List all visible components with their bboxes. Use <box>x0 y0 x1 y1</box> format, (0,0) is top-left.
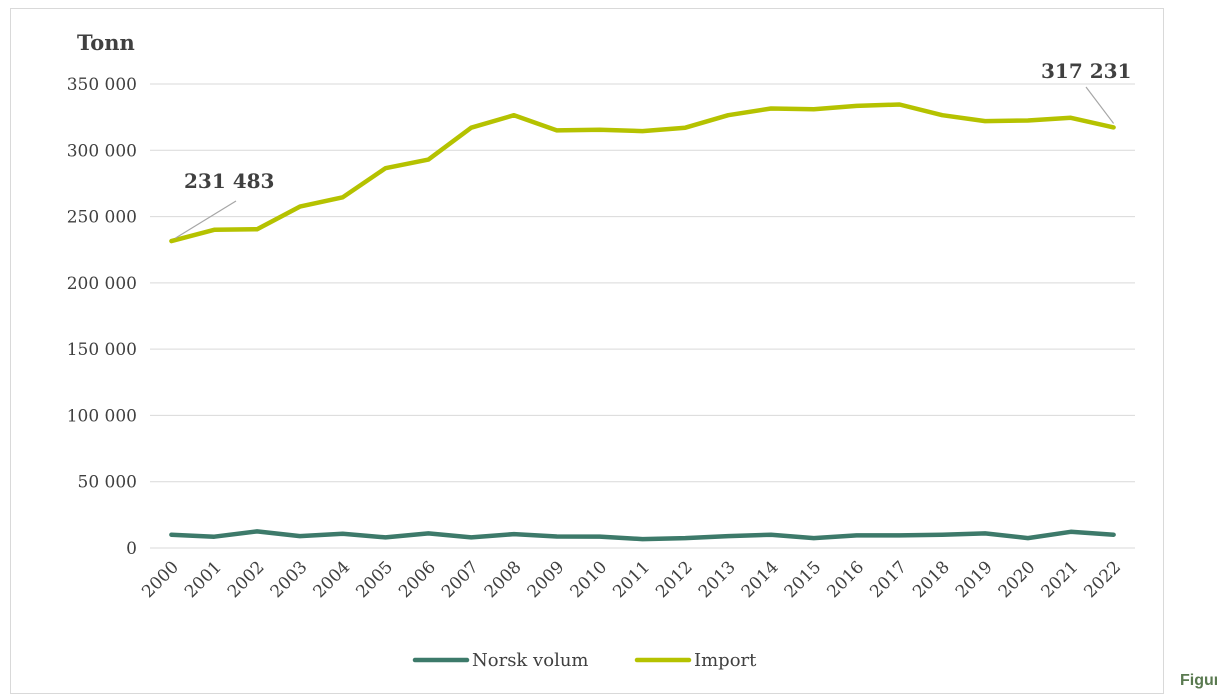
x-tick-label: 2020 <box>995 557 1040 602</box>
x-tick-label: 2004 <box>310 557 355 602</box>
legend: Norsk volum Import <box>412 650 757 671</box>
annotations: 231 483 317 231 <box>175 59 1131 239</box>
x-tick-label: 2022 <box>1080 557 1125 602</box>
x-tick-label: 2009 <box>524 557 569 602</box>
y-tick-label: 0 <box>126 539 137 559</box>
y-tick-label: 350 000 <box>67 75 137 95</box>
x-tick-label: 2003 <box>267 557 312 602</box>
series-line-norsk-volum <box>169 529 1116 542</box>
corner-caption: Figur <box>1180 672 1217 689</box>
y-axis-label: Tonn <box>77 30 135 55</box>
y-tick-label: 250 000 <box>67 208 137 228</box>
x-tick-label: 2016 <box>823 557 868 602</box>
x-tick-label: 2013 <box>695 557 740 602</box>
x-tick-label: 2017 <box>866 557 911 602</box>
x-tick-label: 2005 <box>352 557 397 602</box>
line-chart: 0 50 000 100 000 150 000 200 000 250 000 300 0… <box>67 30 1135 671</box>
x-tick-label: 2010 <box>566 557 611 602</box>
x-tick-label: 2000 <box>138 557 183 602</box>
x-tick-label: 2019 <box>952 557 997 602</box>
x-tick-label: 2014 <box>738 557 783 602</box>
legend-label: Import <box>694 650 757 671</box>
x-tick-label: 2015 <box>781 557 826 602</box>
y-axis-ticks: 0 50 000 100 000 150 000 200 000 250 000 300 0… <box>67 75 137 559</box>
x-tick-label: 2011 <box>609 557 654 602</box>
x-tick-label: 2012 <box>652 557 697 602</box>
x-tick-label: 2018 <box>909 557 954 602</box>
annotation-leader-line <box>1085 86 1115 124</box>
y-tick-label: 50 000 <box>78 473 137 493</box>
x-tick-label: 2002 <box>224 557 269 602</box>
x-tick-label: 2001 <box>181 557 226 602</box>
y-tick-label: 150 000 <box>67 340 137 360</box>
annotation-label: 317 231 <box>1041 59 1131 83</box>
y-tick-label: 100 000 <box>67 406 137 426</box>
x-tick-label: 2008 <box>481 557 526 602</box>
x-tick-label: 2006 <box>395 557 440 602</box>
annotation-label: 231 483 <box>184 169 274 193</box>
series-lines <box>169 102 1116 542</box>
x-axis-ticks: 2000200120022003200420052006200720082009… <box>138 557 1125 602</box>
legend-label: Norsk volum <box>472 650 588 671</box>
y-tick-label: 200 000 <box>67 274 137 294</box>
annotation-leader-line <box>175 200 237 239</box>
series-line-import <box>169 102 1116 244</box>
chart-frame <box>10 8 1164 694</box>
x-tick-label: 2021 <box>1038 557 1083 602</box>
gridlines <box>150 83 1135 549</box>
y-tick-label: 300 000 <box>67 141 137 161</box>
x-tick-label: 2007 <box>438 557 483 602</box>
